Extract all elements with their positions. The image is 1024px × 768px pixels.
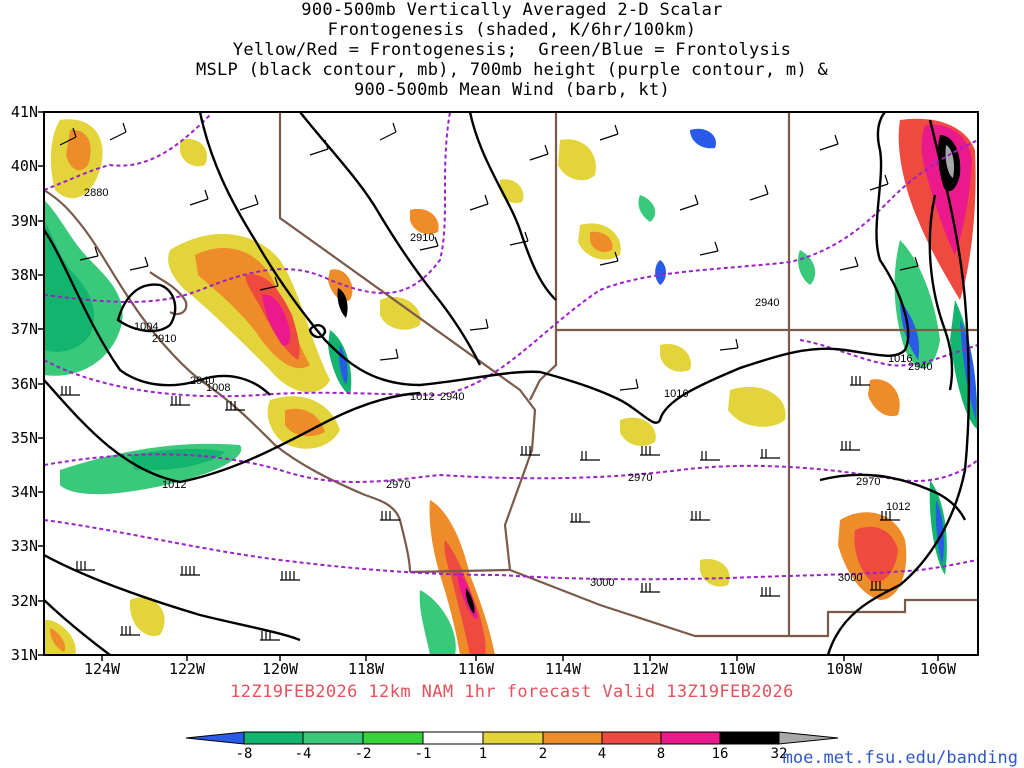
height-label: 3000 [838,572,862,584]
lon-label: 124W [83,660,121,678]
lon-label: 122W [168,660,206,678]
lat-label: 33N [10,537,38,555]
title-line-1: 900-500mb Vertically Averaged 2-D Scalar [301,0,723,20]
source-url-link[interactable]: moe.met.fsu.edu/banding [782,748,1018,768]
colorbar-label: 8 [656,746,666,762]
height-label: 3000 [590,577,614,589]
mslp-label: 1012 [886,501,910,513]
lon-label: 114W [544,660,582,678]
colorbar-label: -8 [235,746,253,762]
colorbar-label: -2 [354,746,372,762]
lat-label: 35N [10,429,38,447]
lat-label: 32N [10,592,38,610]
height-label: 2970 [386,479,410,491]
lat-label: 36N [10,375,38,393]
lon-label: 110W [718,660,756,678]
lat-label: 34N [10,483,38,501]
lat-label: 37N [10,320,38,338]
lon-label: 120W [261,660,299,678]
height-label: 2940 [440,391,464,403]
lon-label: 112W [631,660,669,678]
colorbar-label: 16 [711,746,729,762]
mslp-label: 1016 [888,353,912,365]
mslp-label: 1012 [162,479,186,491]
mslp-label: 1012 [410,391,434,403]
lon-label: 116W [457,660,495,678]
height-label: 2940 [908,361,932,373]
colorbar-label: -4 [294,746,312,762]
frontogenesis-shading [44,118,976,655]
height-label: 2970 [856,476,880,488]
lat-label: 38N [10,266,38,284]
height-label: 2940 [755,297,779,309]
colorbar-label: 2 [538,746,548,762]
title-line-3: Yellow/Red = Frontogenesis; Green/Blue =… [232,40,792,60]
map-title: 900-500mb Vertically Averaged 2-D Scalar… [0,0,1024,100]
lat-label: 39N [10,212,38,230]
axis-ticks [38,111,939,661]
forecast-valid-line: 12Z19FEB2026 12km NAM 1hr forecast Valid… [230,682,794,702]
lat-label: 40N [10,157,38,175]
height-label: 2940 [190,375,214,387]
mslp-label: 1004 [134,321,158,333]
height-label: 2910 [152,333,176,345]
colorbar-label: 1 [478,746,488,762]
colorbar-label: -1 [414,746,432,762]
mslp-label: 1008 [206,382,230,394]
colorbar [185,731,839,745]
lon-label: 118W [347,660,385,678]
lat-label: 41N [10,103,38,121]
height-label: 2910 [410,232,434,244]
state-borders [44,112,978,638]
mslp-contours [44,112,970,655]
title-line-2: Frontogenesis (shaded, K/6hr/100km) [327,20,697,40]
mslp-label: 1016 [664,388,688,400]
lon-label: 108W [825,660,863,678]
colorbar-label: 32 [770,746,788,762]
wind-barbs [59,122,919,641]
height-label: 2970 [628,472,652,484]
height-label: 2880 [84,187,108,199]
title-line-4: MSLP (black contour, mb), 700mb height (… [195,60,829,80]
lat-label: 31N [10,646,38,664]
title-line-5: 900-500mb Mean Wind (barb, kt) [353,80,671,100]
lon-label: 106W [919,660,957,678]
colorbar-label: 4 [597,746,607,762]
